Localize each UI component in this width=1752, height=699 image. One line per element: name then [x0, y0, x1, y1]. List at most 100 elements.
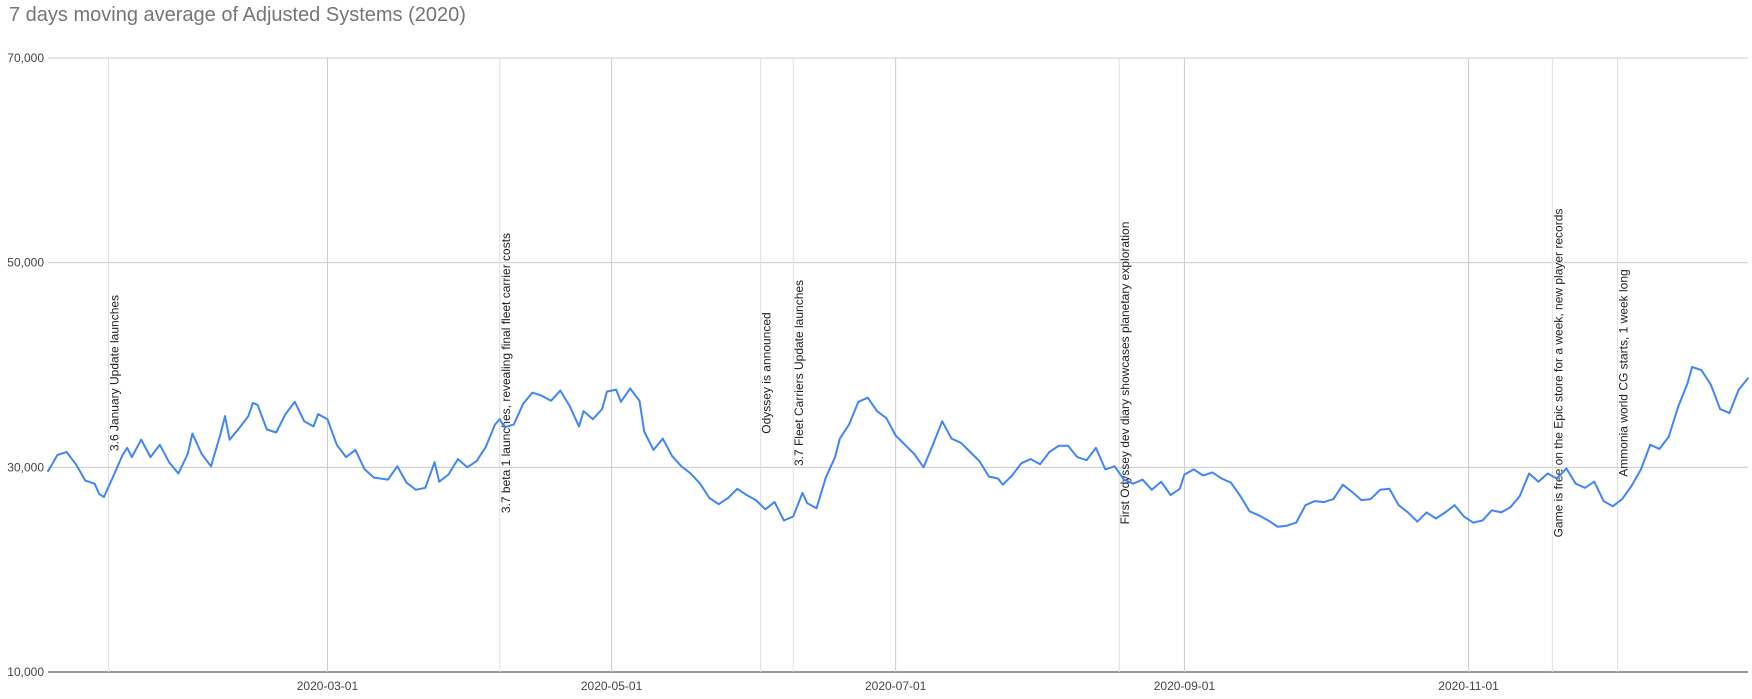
data-point [1574, 482, 1577, 485]
data-point [1267, 519, 1270, 522]
data-point [1709, 383, 1712, 386]
data-point [638, 399, 641, 402]
data-point [1304, 504, 1307, 507]
data-point [1085, 459, 1088, 462]
data-point [186, 453, 189, 455]
data-point [601, 408, 604, 410]
data-point [1295, 521, 1298, 524]
data-point [200, 453, 203, 455]
data-point [447, 473, 450, 476]
data-point [559, 389, 562, 392]
x-tick-label: 2020-09-01 [1154, 679, 1216, 693]
data-point [736, 487, 739, 490]
data-point [512, 423, 515, 426]
data-point [1453, 504, 1456, 507]
data-point [149, 456, 152, 458]
data-point [1416, 520, 1419, 523]
data-point [1258, 514, 1260, 517]
series-line [47, 366, 1749, 528]
data-point [1029, 458, 1032, 460]
data-point [1700, 369, 1703, 371]
data-point [1211, 471, 1214, 474]
data-point [922, 466, 925, 469]
data-point [531, 391, 534, 394]
data-point [1286, 524, 1288, 527]
data-point [1397, 504, 1400, 507]
data-point [606, 390, 608, 393]
data-point [1691, 366, 1693, 368]
data-point [1737, 388, 1740, 391]
data-point [494, 423, 496, 426]
data-point [475, 460, 478, 463]
data-point [615, 388, 618, 391]
data-point [1379, 488, 1381, 491]
data-point [680, 465, 683, 468]
data-point [1095, 447, 1097, 449]
data-point [699, 482, 701, 485]
data-point [1686, 382, 1689, 385]
data-point [1537, 480, 1540, 483]
data-point [969, 451, 972, 453]
data-point [960, 441, 962, 444]
data-point [363, 468, 366, 471]
series-layer [47, 366, 1749, 528]
data-point [303, 420, 306, 423]
data-point [1565, 467, 1568, 470]
data-point [373, 476, 375, 479]
data-point [661, 437, 664, 440]
data-point [904, 443, 906, 446]
data-point [806, 502, 809, 504]
data-point [224, 415, 226, 418]
data-point [266, 428, 268, 431]
y-tick-label: 70,000 [7, 51, 44, 65]
data-point [894, 434, 897, 437]
data-point [978, 460, 981, 463]
data-point [582, 410, 585, 412]
data-point [1509, 506, 1512, 509]
data-point [405, 481, 408, 484]
data-point [1192, 468, 1195, 471]
data-point [1630, 484, 1633, 487]
data-point [838, 437, 841, 440]
data-point [210, 465, 212, 468]
data-point [228, 438, 231, 441]
data-point [764, 508, 767, 511]
data-point [1351, 491, 1353, 493]
annotation-label: Odyssey is announced [760, 312, 774, 433]
data-point [1472, 521, 1475, 524]
data-point [1528, 472, 1530, 475]
data-point [415, 488, 417, 491]
data-point [75, 463, 77, 466]
data-point [815, 507, 818, 510]
data-point [1728, 412, 1731, 414]
axis-layer: 10,000 30,000 50,000 70,000 2020-03-01 2020-0… [7, 51, 1499, 693]
data-point [1039, 463, 1041, 466]
data-point [219, 433, 222, 436]
x-tick-label: 2020-07-01 [865, 679, 927, 693]
data-point [98, 493, 101, 495]
data-point [433, 461, 436, 464]
data-point [1001, 483, 1004, 486]
data-point [773, 501, 776, 503]
annotation-layer: 3.6 January Update launches 3.7 beta 1 la… [108, 58, 1631, 672]
data-point [1248, 510, 1251, 513]
data-point [256, 404, 259, 406]
data-point [1556, 477, 1558, 480]
data-point [1425, 511, 1428, 514]
data-point [1667, 435, 1670, 438]
data-point [1313, 500, 1316, 502]
data-point [1067, 444, 1069, 447]
data-point [317, 413, 319, 415]
data-point [130, 456, 133, 458]
data-point [824, 476, 827, 479]
data-point [1276, 525, 1279, 528]
data-point [1584, 486, 1586, 489]
data-point [1407, 511, 1409, 514]
data-point [620, 400, 622, 403]
data-point [1020, 462, 1023, 465]
data-point [326, 418, 329, 421]
data-point [1104, 468, 1107, 471]
data-point [1150, 488, 1153, 491]
data-point [568, 405, 571, 407]
